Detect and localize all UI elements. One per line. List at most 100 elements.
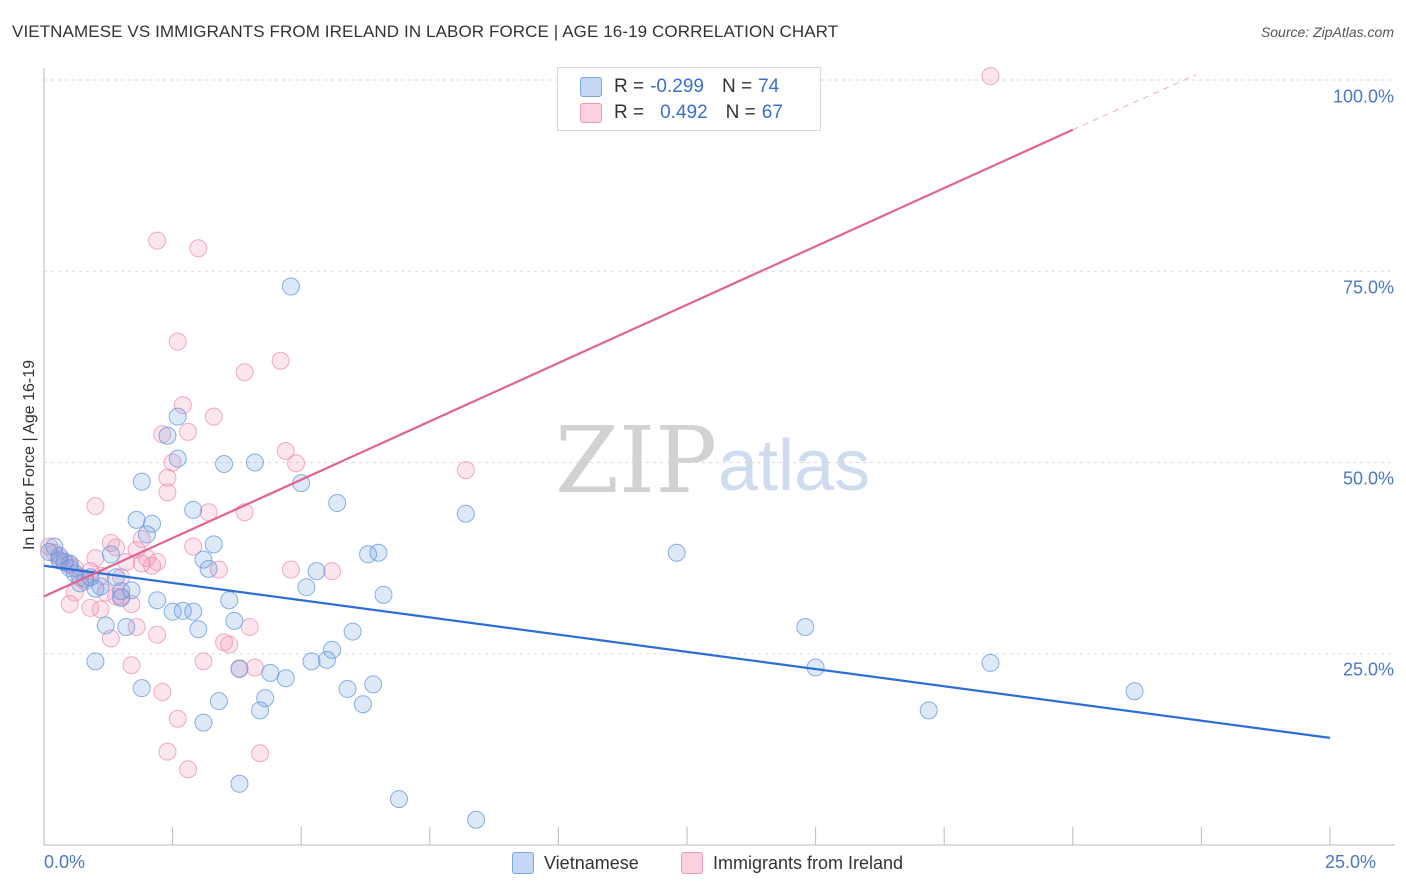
vietnamese-point (328, 494, 347, 513)
legend-n-label: N = (725, 102, 756, 123)
vietnamese-point (338, 679, 357, 698)
legend-n-value: 74 (758, 76, 780, 97)
ireland-point (168, 709, 187, 728)
ireland-point (245, 658, 264, 677)
vietnamese-point (343, 622, 362, 641)
vietnamese-point (101, 545, 120, 564)
vietnamese-point (1125, 682, 1144, 701)
legend-n-value: 67 (761, 102, 783, 123)
vietnamese-point (168, 449, 187, 468)
vietnamese-point (112, 588, 131, 607)
vietnamese-point (50, 546, 69, 565)
trend-lines (43, 74, 1331, 739)
ireland-point (179, 422, 198, 441)
ireland-point (148, 231, 167, 250)
ireland-point (158, 483, 177, 502)
x-tick-25: 25.0% (1325, 852, 1377, 872)
vietnamese-point (245, 453, 264, 472)
vietnamese-point (323, 640, 342, 659)
vietnamese-point (96, 616, 115, 635)
vietnamese-point (209, 692, 228, 711)
ireland-point (240, 617, 259, 636)
ireland-point (60, 595, 79, 614)
vietnamese-point (189, 620, 208, 639)
vietnamese-point (194, 713, 213, 732)
watermark: ZIP atlas (555, 407, 870, 514)
vietnamese-point (204, 535, 223, 554)
vietnamese-point (230, 660, 249, 679)
vietnamese-point (220, 591, 239, 610)
vietnamese-point (117, 617, 136, 636)
vietnamese-point (199, 559, 218, 578)
ireland-point (271, 351, 290, 370)
vietnamese-point (122, 581, 141, 600)
ireland-point (204, 407, 223, 426)
vietnamese-point (112, 582, 131, 601)
vietnamese-point (456, 504, 475, 523)
vietnamese-point (158, 426, 177, 445)
legend-row-ireland: R = 0.492 N = 67 (580, 101, 783, 125)
gridlines (44, 79, 1395, 655)
legend-row-vietnamese: R = -0.299 N = 74 (580, 75, 779, 99)
ireland-point (86, 497, 105, 516)
vietnamese-point (302, 652, 321, 671)
vietnamese-point (369, 543, 388, 562)
watermark-zip: ZIP (555, 407, 717, 514)
vietnamese-point (667, 543, 686, 562)
vietnamese-point (163, 602, 182, 621)
ireland-point (323, 562, 342, 581)
vietnamese-point (91, 577, 110, 596)
vietnamese-point (215, 455, 234, 474)
ireland-point (86, 549, 105, 568)
y-tick-75: 75.0% (1342, 277, 1394, 298)
vietnamese-trend-line (43, 564, 1331, 739)
ireland-point (287, 454, 306, 473)
vietnamese-point (137, 525, 156, 544)
vietnamese-point (127, 510, 146, 529)
vietnamese-points (40, 277, 1144, 829)
ireland-point (40, 537, 59, 556)
legend-label-vietnamese: Vietnamese (544, 852, 639, 873)
vietnamese-point (225, 611, 244, 630)
ireland-point (235, 363, 254, 382)
vietnamese-point (281, 277, 300, 296)
legend-r-label: R = (614, 102, 645, 123)
ireland-point (122, 656, 141, 675)
legend-label-ireland: Immigrants from Ireland (713, 852, 904, 873)
ireland-point (168, 332, 187, 351)
ireland-point (179, 760, 198, 779)
x-tick-0: 0.0% (44, 852, 86, 872)
ireland-point (281, 560, 300, 579)
legend-swatch-ireland (580, 103, 602, 123)
vietnamese-point (317, 650, 336, 669)
vietnamese-point (132, 472, 151, 491)
ireland-point (276, 442, 295, 461)
ireland-point (184, 537, 203, 556)
legend-r-label: R = (614, 76, 645, 97)
legend-swatch-vietnamese (580, 77, 602, 97)
watermark-atlas: atlas (718, 426, 870, 506)
ireland-point (153, 683, 172, 701)
vietnamese-point (86, 652, 105, 671)
vietnamese-point (173, 601, 192, 620)
vietnamese-point (796, 617, 815, 636)
vietnamese-point (297, 578, 316, 597)
ireland-point (981, 67, 1000, 86)
vietnamese-point (261, 663, 280, 682)
vietnamese-point (184, 500, 203, 519)
ireland-trend-extension (1072, 74, 1197, 131)
legend-r-value: -0.299 (650, 76, 704, 97)
legend-swatch-ireland (681, 852, 703, 874)
vietnamese-point (148, 591, 167, 610)
chart-title: VIETNAMESE VS IMMIGRANTS FROM IRELAND IN… (12, 22, 839, 41)
vietnamese-point (168, 407, 187, 426)
vietnamese-point (364, 675, 383, 694)
legend-swatch-vietnamese (512, 852, 534, 874)
ireland-point (65, 583, 84, 602)
legend-n-label: N = (721, 76, 753, 97)
ireland-point (148, 625, 167, 644)
y-tick-100: 100.0% (1332, 86, 1394, 107)
y-tick-25: 25.0% (1342, 659, 1394, 680)
ireland-point (81, 598, 100, 617)
